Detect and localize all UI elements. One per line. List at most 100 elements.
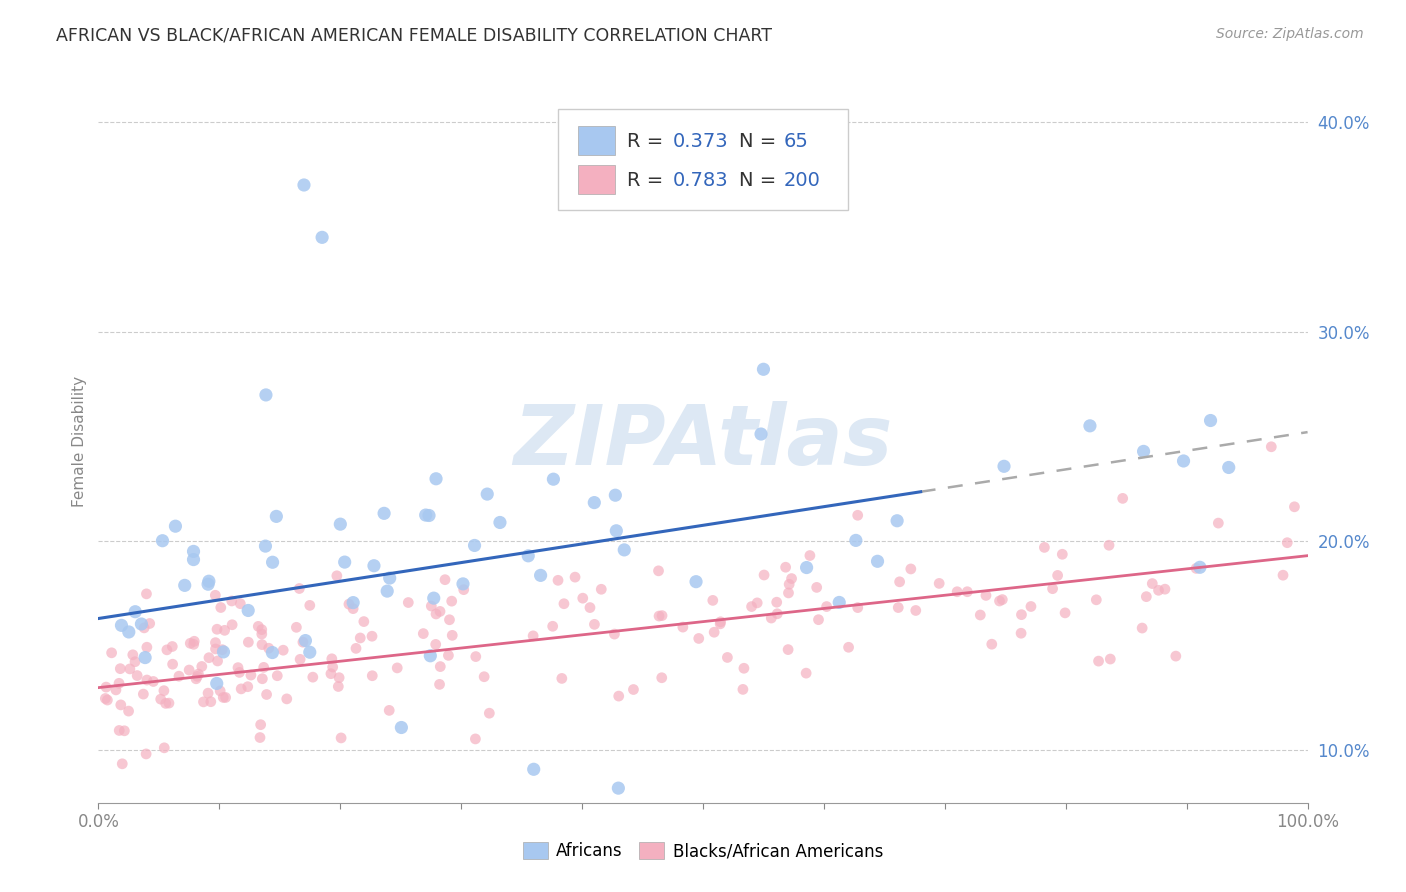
Point [342, 601, 364, 615]
Point [733, 661, 755, 675]
Point [564, 570, 586, 584]
Point [425, 607, 447, 621]
Point [522, 629, 544, 643]
Point [330, 731, 353, 745]
Point [127, 668, 149, 682]
Point [204, 635, 226, 649]
Point [262, 555, 284, 569]
Text: N =: N = [740, 132, 783, 152]
Point [266, 509, 288, 524]
Point [605, 524, 627, 538]
Point [294, 633, 316, 648]
Text: 0.373: 0.373 [673, 132, 728, 152]
Point [238, 635, 260, 649]
Point [328, 671, 350, 685]
Point [149, 692, 172, 706]
Point [477, 487, 499, 501]
Point [212, 645, 235, 659]
Point [198, 650, 221, 665]
Point [1098, 538, 1121, 552]
Point [183, 637, 205, 651]
Point [361, 629, 384, 643]
Point [794, 666, 817, 681]
Point [1272, 568, 1295, 582]
Point [799, 549, 821, 563]
Point [221, 617, 243, 632]
Point [156, 643, 179, 657]
Point [731, 682, 754, 697]
Point [207, 654, 229, 668]
Point [253, 660, 276, 674]
Point [685, 574, 707, 589]
Point [439, 613, 461, 627]
Point [672, 620, 695, 634]
Point [135, 747, 157, 761]
Point [344, 641, 367, 656]
Point [142, 674, 165, 689]
Point [419, 648, 441, 663]
Text: R =: R = [627, 132, 669, 152]
Point [298, 599, 321, 613]
Point [153, 740, 176, 755]
Point [157, 696, 180, 710]
Point [603, 627, 626, 641]
Point [288, 652, 311, 666]
Point [254, 388, 277, 402]
Point [778, 577, 800, 591]
Point [321, 652, 343, 666]
Point [200, 695, 222, 709]
Point [437, 648, 460, 663]
Point [429, 677, 451, 691]
Point [1010, 626, 1032, 640]
Point [429, 604, 451, 618]
Point [337, 597, 360, 611]
FancyBboxPatch shape [578, 165, 614, 194]
Point [239, 668, 262, 682]
Point [1046, 568, 1069, 582]
Point [187, 667, 209, 681]
Point [328, 680, 350, 694]
Point [226, 660, 249, 674]
Point [651, 671, 673, 685]
Point [108, 723, 131, 738]
Point [298, 645, 321, 659]
Point [749, 427, 772, 442]
Point [387, 661, 409, 675]
Point [1147, 583, 1170, 598]
Point [523, 762, 546, 776]
Point [796, 560, 818, 574]
Point [583, 617, 606, 632]
Point [266, 669, 288, 683]
Point [124, 655, 146, 669]
Point [135, 673, 157, 687]
Point [1130, 621, 1153, 635]
Point [285, 620, 308, 634]
Point [152, 533, 174, 548]
Point [221, 594, 243, 608]
Point [1173, 454, 1195, 468]
Text: N =: N = [740, 171, 783, 190]
Point [162, 640, 184, 654]
Point [1260, 440, 1282, 454]
Point [440, 594, 463, 608]
Point [425, 472, 447, 486]
Text: 200: 200 [785, 171, 821, 190]
Point [605, 488, 627, 502]
Point [378, 703, 401, 717]
Point [1218, 460, 1240, 475]
Point [111, 756, 134, 771]
Point [250, 638, 273, 652]
Text: Source: ZipAtlas.com: Source: ZipAtlas.com [1216, 27, 1364, 41]
Point [429, 659, 451, 673]
Point [741, 599, 763, 614]
Point [778, 642, 800, 657]
Point [165, 519, 187, 533]
Point [946, 584, 969, 599]
Point [135, 640, 157, 655]
Point [980, 637, 1002, 651]
Point [1208, 516, 1230, 530]
Point [183, 552, 205, 566]
Point [775, 560, 797, 574]
Point [373, 506, 395, 520]
Point [326, 569, 349, 583]
